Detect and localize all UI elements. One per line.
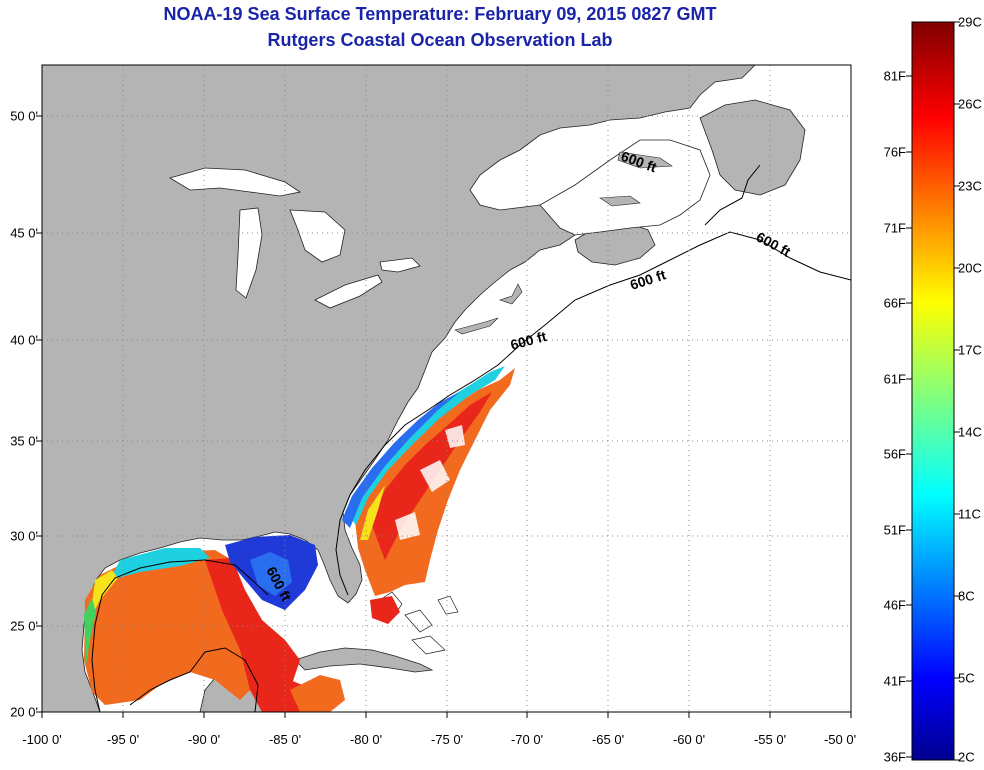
y-tick-label: 35 0'	[10, 433, 38, 449]
colorbar-celsius-label: 29C	[958, 14, 982, 30]
lake-michigan	[235, 207, 263, 299]
colorbar-celsius-label: 5C	[958, 670, 975, 686]
x-tick-label: -75 0'	[430, 732, 464, 747]
x-tick-label: -90 0'	[187, 732, 221, 747]
sst-gulf-red	[205, 558, 300, 712]
colorbar-fahrenheit-label: 36F	[883, 749, 906, 765]
colorbar-fahrenheit-label: 71F	[883, 220, 906, 236]
colorbar-celsius-label: 26C	[958, 96, 982, 112]
lake-erie	[314, 274, 383, 309]
colorbar-celsius-label: 11C	[958, 506, 981, 522]
x-tick-label: -55 0'	[753, 732, 787, 747]
lake-ontario	[379, 257, 421, 273]
great-lakes	[169, 167, 421, 309]
colorbar-fahrenheit-label: 56F	[883, 446, 906, 462]
y-tick-label: 50 0'	[10, 108, 38, 124]
x-tick-label: -95 0'	[106, 732, 140, 747]
map-title: NOAA-19 Sea Surface Temperature: Februar…	[163, 4, 717, 24]
colorbar	[911, 21, 955, 761]
y-tick-label: 25 0'	[10, 618, 38, 634]
x-tick-label: -70 0'	[510, 732, 544, 747]
land-newfoundland	[699, 99, 806, 196]
colorbar-fahrenheit-label: 51F	[883, 522, 906, 538]
colorbar-celsius-label: 14C	[958, 424, 982, 440]
x-tick-label: -85 0'	[268, 732, 302, 747]
colorbar-celsius-label: 20C	[958, 260, 982, 276]
colorbar-fahrenheit-label: 41F	[883, 673, 906, 689]
colorbar-fahrenheit-label: 61F	[883, 371, 906, 387]
axis-ticks	[36, 115, 852, 718]
colorbar-fahrenheit-label: 66F	[883, 295, 906, 311]
colorbar-celsius-label: 17C	[958, 342, 982, 358]
x-tick-label: -50 0'	[823, 732, 857, 747]
y-tick-label: 20 0'	[10, 704, 38, 720]
x-tick-label: -60 0'	[672, 732, 706, 747]
map-subtitle: Rutgers Coastal Ocean Observation Lab	[267, 30, 613, 50]
colorbar-celsius-label: 23C	[958, 178, 982, 194]
colorbar-celsius-label: 8C	[958, 588, 975, 604]
x-tick-label: -100 0'	[22, 732, 62, 747]
colorbar-fahrenheit-label: 81F	[883, 68, 906, 84]
lake-huron	[289, 209, 346, 263]
x-tick-label: -65 0'	[591, 732, 625, 747]
colorbar-fahrenheit-label: 76F	[883, 144, 906, 160]
lake-superior	[169, 167, 302, 197]
y-tick-label: 45 0'	[10, 225, 38, 241]
colorbar-fahrenheit-label: 46F	[883, 597, 906, 613]
x-tick-label: -80 0'	[349, 732, 383, 747]
sst-gulf-orange	[84, 550, 250, 705]
isobath-600ft	[91, 164, 851, 712]
y-tick-label: 30 0'	[10, 528, 38, 544]
colorbar-celsius-label: 2C	[958, 749, 975, 765]
y-tick-label: 40 0'	[10, 332, 38, 348]
land-cuba	[294, 647, 434, 673]
